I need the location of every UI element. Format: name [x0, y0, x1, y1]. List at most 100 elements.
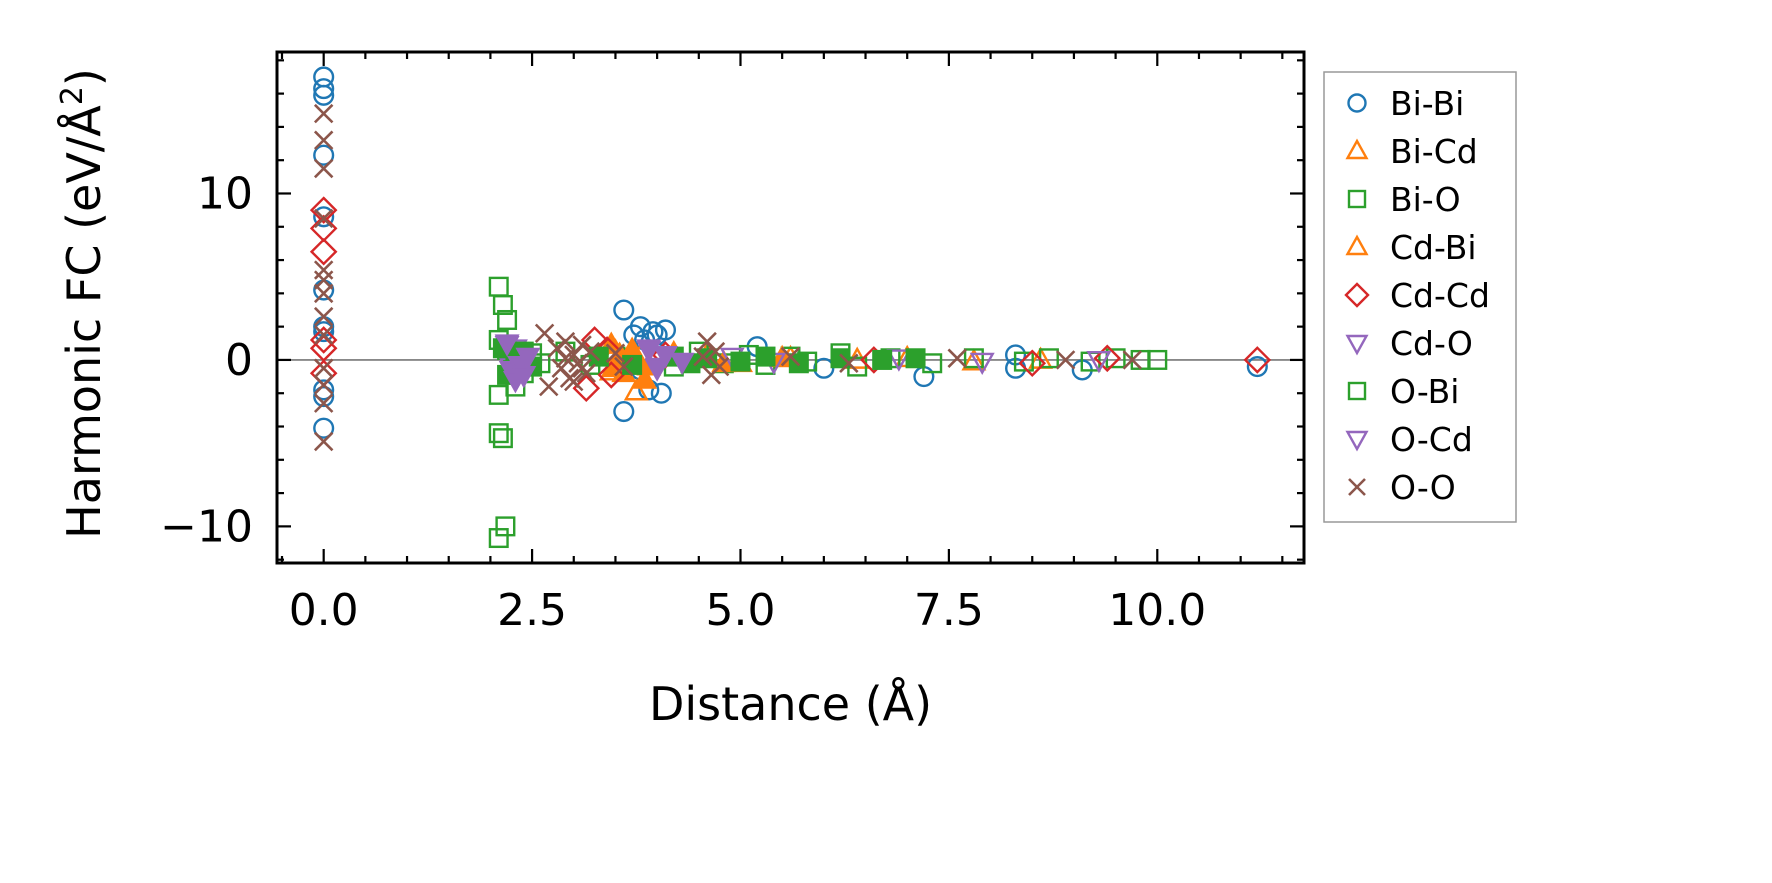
data-point [969, 352, 995, 376]
data-point [605, 343, 626, 363]
data-point [839, 353, 859, 373]
data-point [693, 346, 713, 367]
data-point [494, 334, 520, 357]
data-point [492, 428, 513, 449]
data-point-stroke [564, 371, 584, 392]
y-axis-label-close: ) [57, 68, 111, 86]
data-point [905, 348, 926, 369]
data-point [623, 378, 649, 401]
data-point [755, 346, 776, 367]
legend-marker [1347, 189, 1367, 209]
legend-label: O-Bi [1390, 372, 1459, 411]
data-point [313, 144, 335, 166]
data-point-stroke [313, 103, 334, 124]
data-point [652, 346, 678, 369]
data-point-stroke [697, 331, 717, 352]
data-point [555, 348, 576, 368]
data-point [313, 379, 335, 401]
data-point [555, 331, 576, 352]
x-tick-label: 5.0 [705, 585, 775, 636]
data-point [588, 346, 609, 367]
data-point-stroke [693, 346, 713, 367]
legend-label: Bi-O [1390, 180, 1461, 219]
data-point [309, 237, 338, 266]
legend-label: Bi-Bi [1390, 84, 1464, 123]
data-point [488, 528, 509, 549]
data-point [1086, 351, 1112, 374]
data-point [632, 366, 658, 389]
x-tick-label: 2.5 [497, 585, 567, 636]
legend-item: O-O [1348, 468, 1456, 507]
data-point [830, 348, 851, 369]
data-point [309, 196, 338, 224]
data-point [613, 299, 635, 321]
data-point [709, 356, 730, 377]
data-point [313, 325, 334, 345]
legend-marker [1347, 93, 1367, 113]
data-point-stroke [539, 376, 559, 397]
data-point-stroke [313, 325, 334, 345]
data-point [313, 431, 334, 452]
legend-item: Bi-Cd [1345, 132, 1478, 171]
legend-label: Cd-O [1390, 324, 1473, 363]
data-point [1122, 350, 1142, 370]
legend-marker [1345, 234, 1369, 256]
data-point [572, 358, 592, 378]
data-point [780, 346, 801, 367]
data-point [1147, 349, 1168, 370]
data-point [636, 339, 662, 362]
data-points [309, 66, 1272, 549]
data-point [1018, 349, 1047, 378]
y-tick-labels: −10 0 10 [160, 168, 253, 552]
data-point [309, 326, 338, 354]
data-point [313, 306, 334, 327]
legend-marker [1348, 478, 1366, 496]
data-point [313, 206, 335, 228]
data-point-stroke [313, 158, 334, 179]
data-point [313, 208, 334, 229]
data-point [497, 309, 518, 330]
y-tick-label: −10 [160, 501, 253, 552]
data-point-stroke [313, 306, 334, 327]
data-point [961, 348, 987, 371]
legend-item: Bi-O [1347, 180, 1461, 219]
data-point [872, 349, 893, 370]
legend-marker [1344, 282, 1370, 308]
data-point [730, 351, 751, 372]
series-o-cd [494, 334, 695, 394]
data-point-stroke [580, 341, 601, 362]
data-point [1013, 351, 1034, 372]
data-point-stroke [555, 348, 576, 368]
data-point [614, 356, 634, 377]
data-point-stroke [614, 356, 634, 377]
data-point [1093, 344, 1122, 373]
data-point-stroke [313, 393, 334, 413]
legend-items: Bi-Bi Bi-Cd Bi-O Cd-Bi Cd-Cd Cd-O O-Bi O-Cd O-O [1344, 84, 1490, 507]
data-point [313, 158, 334, 179]
data-point [313, 386, 335, 408]
legend-item: O-Bi [1347, 372, 1459, 411]
legend: Bi-Bi Bi-Cd Bi-O Cd-Bi Cd-Cd Cd-O O-Bi O-Cd O-O [1323, 71, 1517, 523]
legend-item: Cd-Bi [1345, 228, 1477, 267]
data-point [564, 371, 584, 392]
data-point [1055, 350, 1076, 370]
data-point [705, 341, 726, 362]
legend-label: Bi-Cd [1390, 132, 1478, 171]
data-point [511, 366, 537, 389]
data-point [669, 352, 695, 376]
x-tick-label: 7.5 [914, 585, 984, 636]
data-point [963, 348, 984, 369]
legend-marker-stroke [1348, 478, 1366, 496]
data-point-stroke [313, 431, 334, 452]
data-point-stroke [705, 341, 726, 362]
data-point [492, 295, 513, 316]
data-point [654, 319, 677, 341]
data-point [644, 357, 670, 381]
y-tick-label: 0 [225, 335, 253, 386]
y-axis-label-main: Harmonic FC (eV/Å [57, 105, 111, 539]
data-point [629, 316, 652, 338]
legend-marker [1345, 138, 1369, 160]
data-point [534, 323, 555, 344]
data-point [947, 348, 967, 368]
